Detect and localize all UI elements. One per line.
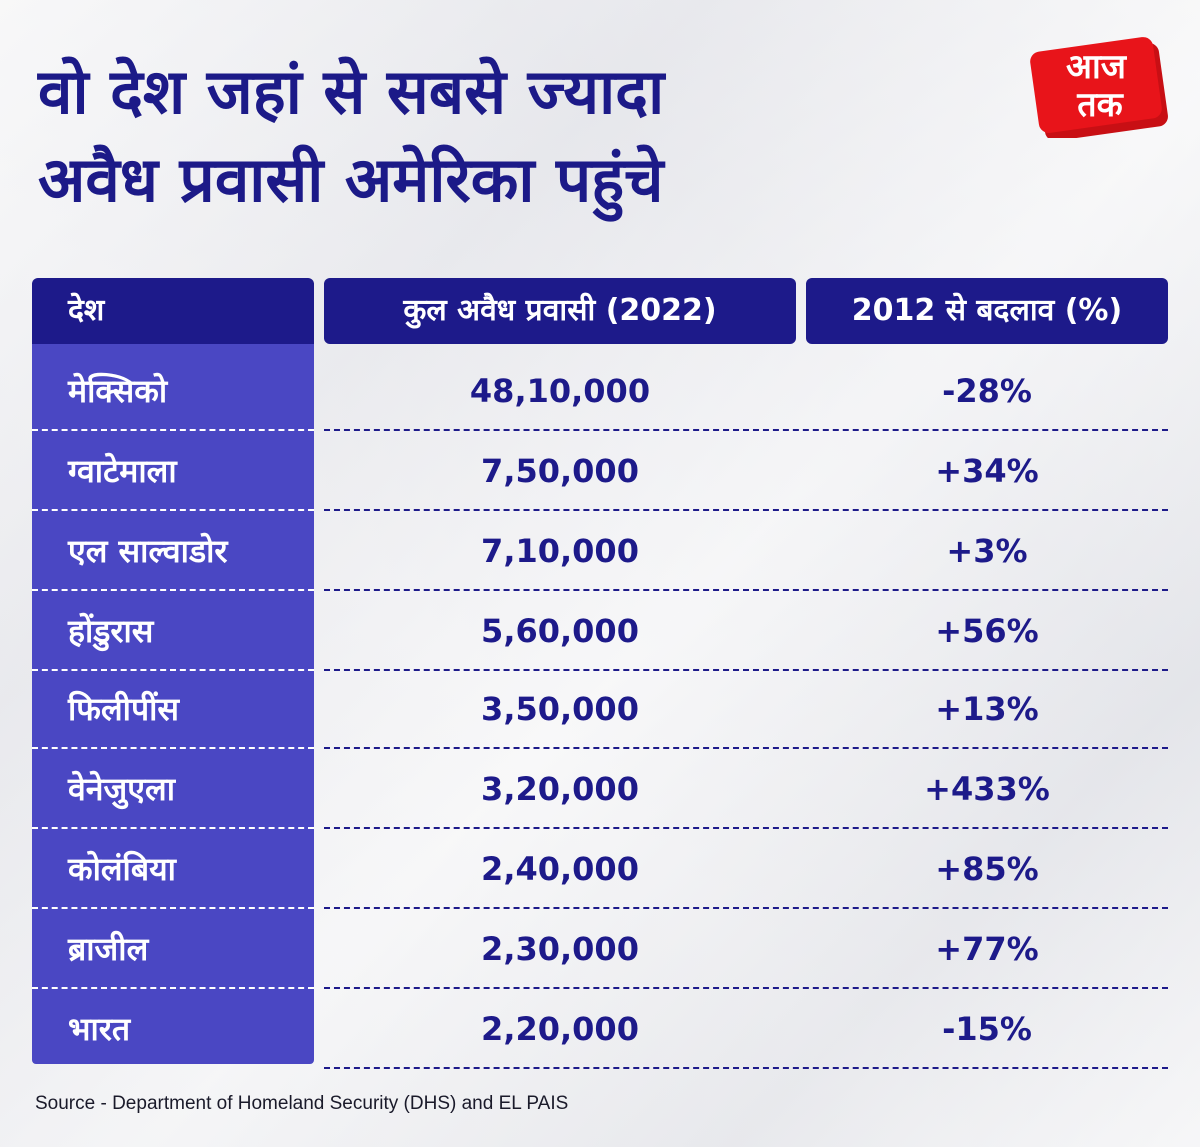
- change-cell: -28%: [942, 372, 1032, 410]
- country-cell: भारत: [68, 1010, 131, 1048]
- change-cell: +85%: [935, 850, 1039, 888]
- change-cell: +77%: [935, 930, 1039, 968]
- row-divider: [32, 747, 314, 749]
- row-divider: [324, 827, 1168, 829]
- header-change-since-2012: 2012 से बदलाव (%): [806, 278, 1168, 344]
- row-divider: [32, 589, 314, 591]
- total-cell: 2,20,000: [481, 1010, 639, 1048]
- row-divider: [32, 907, 314, 909]
- country-cell: ग्वाटेमाला: [68, 452, 177, 490]
- row-divider: [324, 747, 1168, 749]
- header-total-migrants: कुल अवैध प्रवासी (2022): [324, 278, 796, 344]
- table-row: होंडुरास 5,60,000 +56%: [32, 592, 1168, 671]
- country-cell: एल साल्वाडोर: [68, 532, 228, 570]
- row-divider: [324, 429, 1168, 431]
- total-cell: 2,30,000: [481, 930, 639, 968]
- total-cell: 7,10,000: [481, 532, 639, 570]
- change-cell: +56%: [935, 612, 1039, 650]
- row-divider: [324, 1067, 1168, 1069]
- country-cell: फिलीपींस: [68, 690, 180, 728]
- row-divider: [324, 509, 1168, 511]
- row-divider: [32, 429, 314, 431]
- row-divider: [324, 907, 1168, 909]
- logo-text-top: आज: [1066, 47, 1128, 87]
- country-cell: ब्राजील: [68, 930, 149, 968]
- country-cell: कोलंबिया: [68, 850, 176, 888]
- total-cell: 3,50,000: [481, 690, 639, 728]
- table-row: ब्राजील 2,30,000 +77%: [32, 910, 1168, 989]
- table-row: भारत 2,20,000 -15%: [32, 990, 1168, 1069]
- total-cell: 5,60,000: [481, 612, 639, 650]
- row-divider: [32, 509, 314, 511]
- country-cell: होंडुरास: [68, 612, 154, 650]
- change-cell: +34%: [935, 452, 1039, 490]
- row-divider: [324, 589, 1168, 591]
- row-divider: [324, 669, 1168, 671]
- total-cell: 7,50,000: [481, 452, 639, 490]
- title-line-1: वो देश जहां से सबसे ज्यादा: [38, 55, 665, 128]
- logo-text-bottom: तक: [1076, 85, 1124, 125]
- change-cell: -15%: [942, 1010, 1032, 1048]
- table-row: मेक्सिको 48,10,000 -28%: [32, 352, 1168, 431]
- country-column-background: [32, 344, 314, 1064]
- table-row: ग्वाटेमाला 7,50,000 +34%: [32, 432, 1168, 511]
- country-cell: मेक्सिको: [68, 372, 168, 410]
- header-country: देश: [32, 278, 314, 344]
- table-row: कोलंबिया 2,40,000 +85%: [32, 830, 1168, 909]
- total-cell: 3,20,000: [481, 770, 639, 808]
- change-cell: +3%: [946, 532, 1028, 570]
- total-cell: 2,40,000: [481, 850, 639, 888]
- table-row: एल साल्वाडोर 7,10,000 +3%: [32, 512, 1168, 591]
- aajtak-logo-icon: आज तक: [1030, 37, 1168, 138]
- change-cell: +433%: [924, 770, 1050, 808]
- table-row: फिलीपींस 3,50,000 +13%: [32, 670, 1168, 749]
- row-divider: [324, 987, 1168, 989]
- row-divider: [32, 987, 314, 989]
- page-title: वो देश जहां से सबसे ज्यादा अवैध प्रवासी …: [38, 48, 998, 224]
- table-row: वेनेजुएला 3,20,000 +433%: [32, 750, 1168, 829]
- row-divider: [32, 827, 314, 829]
- total-cell: 48,10,000: [469, 372, 651, 410]
- row-divider: [32, 669, 314, 671]
- source-note: Source - Department of Homeland Security…: [35, 1093, 569, 1114]
- title-line-2: अवैध प्रवासी अमेरिका पहुंचे: [38, 143, 664, 216]
- country-cell: वेनेजुएला: [68, 770, 175, 808]
- change-cell: +13%: [935, 690, 1039, 728]
